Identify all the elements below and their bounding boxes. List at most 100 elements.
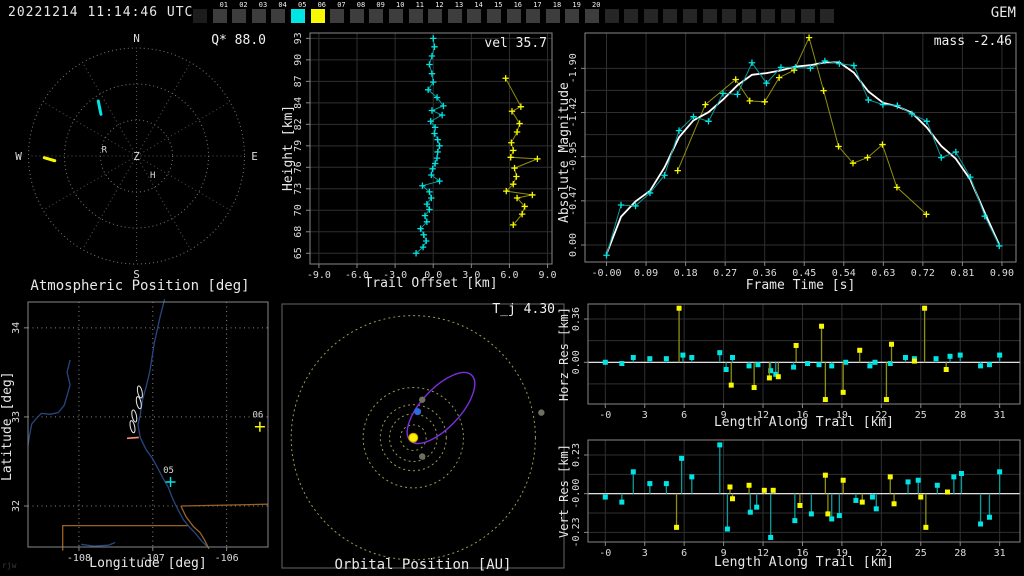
frame-indicator-15[interactable]: 15 [487,0,506,28]
frame-indicator-blank[interactable] [663,0,682,28]
frame-indicator-12[interactable]: 12 [428,0,447,28]
svg-text:0.45: 0.45 [792,268,816,279]
frame-indicator-blank[interactable] [643,0,663,28]
frame-indicator-04[interactable]: 04 [271,0,290,28]
frame-indicator-05[interactable]: 05 [291,0,310,28]
frame-box[interactable] [683,9,697,23]
svg-text:-0.23: -0.23 [571,517,582,547]
fragment-line [126,436,139,440]
frame-indicator-14[interactable]: 14 [467,0,486,28]
shower-code-label: GEM [990,5,1016,21]
svg-text:0.23: 0.23 [571,443,582,467]
frame-box[interactable] [330,9,345,23]
svg-text:76: 76 [293,161,304,173]
frame-box[interactable] [643,9,658,23]
axes [588,440,1020,542]
frame-box[interactable] [702,9,717,23]
svg-text:31: 31 [994,410,1006,421]
frame-box[interactable] [408,9,423,23]
frame-box[interactable] [487,9,501,23]
axes-frame: -0.00 0.09 0.18 0.27 0.36 0.45 0.54 0.63 0.72 0.8… [568,32,1017,279]
frame-indicator-blank[interactable] [193,0,212,28]
svg-text:H: H [150,171,155,181]
frame-box[interactable] [271,9,286,23]
frame-box[interactable] [369,9,384,23]
frame-box[interactable] [349,9,364,23]
horz-res-y-axis-title: Horz Res [km] [557,307,571,401]
frame-indicator-10[interactable]: 10 [389,0,408,28]
svg-text:6.0: 6.0 [500,270,518,281]
white-fit-line [605,61,1001,255]
frame-indicator-blank[interactable] [702,0,722,28]
svg-text:-1.42: -1.42 [568,97,579,127]
svg-text:65: 65 [293,247,304,259]
frame-indicator-08[interactable]: 08 [349,0,369,28]
svg-text:68: 68 [293,226,304,238]
meteor-streaks [42,99,103,163]
svg-text:22: 22 [875,410,887,421]
magnitude-y-axis-title: Absolute Magnitude [557,82,572,224]
frame-box[interactable] [604,9,619,23]
map-x-axis-title: Longitude [deg] [89,556,207,571]
frame-box[interactable] [722,9,737,23]
frame-box[interactable] [624,9,639,23]
tisserand-stat-label: T_j 4.30 [492,302,555,317]
frame-indicator-17[interactable]: 17 [526,0,545,28]
frame-box[interactable] [545,9,560,23]
svg-text:3.0: 3.0 [462,270,480,281]
frame-box[interactable] [820,9,835,23]
frame-indicator-blank[interactable] [761,0,780,28]
orbital-panel-title: Orbital Position [AU] [334,557,512,573]
svg-text:-107: -107 [141,553,165,564]
frame-box[interactable] [663,9,678,23]
svg-text:05: 05 [163,466,174,476]
frame-indicator-06[interactable]: 06 [310,0,330,28]
frame-box[interactable] [467,9,482,23]
frame-box[interactable] [310,9,325,23]
utc-timestamp: 20221214 11:14:46 UTC [8,5,194,20]
frame-indicator-blank[interactable] [800,0,820,28]
frame-indicator-blank[interactable] [820,0,839,28]
frame-indicator-blank[interactable] [683,0,702,28]
svg-text:-0.47: -0.47 [568,186,579,216]
frame-box[interactable] [291,9,305,23]
frame-box[interactable] [251,9,266,23]
frame-indicator-03[interactable]: 03 [251,0,271,28]
frame-indicator-19[interactable]: 19 [565,0,584,28]
frame-indicator-11[interactable]: 11 [408,0,428,28]
frame-box[interactable] [212,9,227,23]
frame-indicator-blank[interactable] [741,0,761,28]
frame-indicator-blank[interactable] [722,0,741,28]
frame-indicator-13[interactable]: 13 [447,0,467,28]
frame-box[interactable] [389,9,403,23]
river-line [81,541,116,547]
frame-indicator-09[interactable]: 09 [369,0,388,28]
frame-box[interactable] [428,9,443,23]
frame-box[interactable] [585,9,599,23]
frame-box[interactable] [761,9,776,23]
frame-box[interactable] [800,9,815,23]
frame-indicator-16[interactable]: 16 [506,0,526,28]
frame-box[interactable] [741,9,756,23]
frame-indicator-blank[interactable] [604,0,624,28]
frame-box[interactable] [193,9,207,23]
frame-box[interactable] [526,9,541,23]
polar-labels: N S W E Z R H [15,32,258,281]
frame-indicator-blank[interactable] [781,0,800,28]
frame-box[interactable] [565,9,580,23]
frame-indicator-07[interactable]: 07 [330,0,349,28]
orbit-frame [281,303,565,569]
svg-text:S: S [133,268,140,281]
frame-number-label: 02 [239,1,248,9]
frame-indicator-02[interactable]: 02 [232,0,251,28]
frame-indicator-blank[interactable] [624,0,643,28]
frame-box[interactable] [447,9,462,23]
frame-indicator-18[interactable]: 18 [545,0,565,28]
yellow-series [502,75,541,229]
frame-indicator-01[interactable]: 01 [212,0,232,28]
frame-box[interactable] [232,9,247,23]
frame-box[interactable] [506,9,521,23]
frame-box[interactable] [781,9,795,23]
frame-indicator-20[interactable]: 20 [585,0,604,28]
svg-text:84: 84 [293,97,304,109]
